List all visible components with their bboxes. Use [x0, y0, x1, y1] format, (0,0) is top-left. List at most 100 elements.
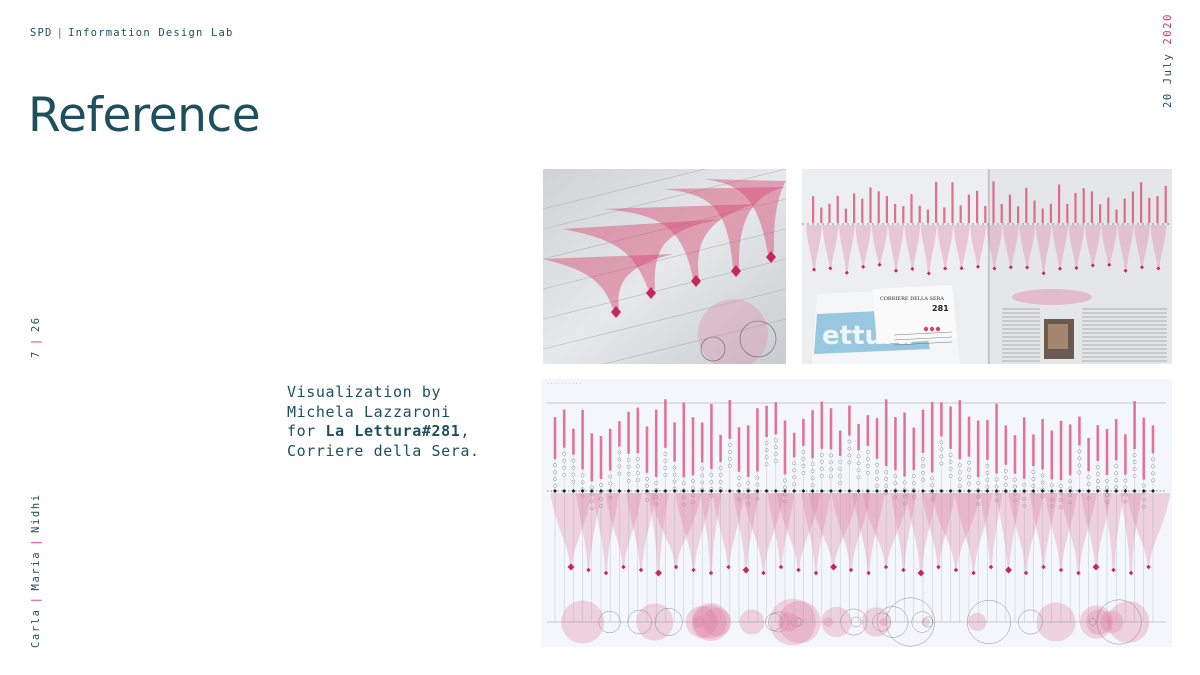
viz-flow — [954, 493, 993, 573]
viz-dot — [590, 485, 594, 490]
viz-dot — [921, 477, 925, 482]
viz-axis-marker — [571, 489, 576, 493]
viz-diamond — [959, 266, 964, 271]
viz-bar — [967, 194, 970, 223]
viz-dot — [571, 479, 576, 484]
viz-dot — [948, 453, 953, 457]
viz-flow — [1019, 225, 1036, 268]
viz-dot — [921, 463, 925, 468]
viz-dot — [553, 470, 557, 474]
viz-dot — [571, 472, 576, 477]
viz-column-bar — [710, 404, 713, 469]
viz-dot — [700, 466, 704, 471]
viz-dot — [801, 464, 806, 468]
viz-dot — [948, 460, 953, 464]
viz-dot — [1123, 478, 1128, 483]
viz-flow — [1117, 225, 1134, 271]
viz-dot — [663, 473, 668, 477]
viz-dot — [1096, 479, 1100, 483]
viz-dot — [1022, 482, 1027, 487]
viz-dot — [847, 439, 852, 444]
viz-dot — [727, 464, 732, 468]
viz-dot — [847, 446, 852, 451]
viz-diamond — [1156, 266, 1161, 271]
viz-dot — [1096, 472, 1100, 476]
viz-dot — [967, 474, 971, 479]
caption-prefix: for — [287, 422, 326, 440]
viz-dot — [865, 450, 870, 454]
viz-diamond — [813, 570, 819, 576]
viz-diamond — [992, 266, 997, 271]
viz-dot — [957, 484, 962, 489]
viz-diamond — [586, 567, 591, 573]
page-number: 7 | 26 — [30, 316, 42, 358]
viz-dot — [875, 462, 879, 467]
viz-dot — [939, 461, 944, 466]
viz-dot — [967, 467, 971, 472]
viz-dot — [571, 465, 576, 470]
viz-column-bar — [958, 400, 962, 460]
viz-dot — [1040, 480, 1045, 485]
viz-dot — [1031, 470, 1036, 474]
reference-photo-closeup: · · · · · — [543, 169, 786, 364]
viz-bar — [1033, 200, 1036, 223]
viz-bar — [820, 207, 823, 223]
viz-bar — [1115, 209, 1118, 223]
viz-dot — [580, 473, 585, 478]
viz-dot — [939, 454, 944, 459]
viz-column-bar — [866, 415, 870, 446]
viz-column-bar — [572, 428, 575, 455]
viz-bar — [1107, 197, 1110, 223]
viz-flow — [838, 225, 855, 273]
viz-dot — [967, 481, 971, 486]
viz-dot — [681, 481, 686, 486]
viz-bar — [869, 187, 872, 223]
viz-dot — [1049, 483, 1054, 488]
viz-flow — [1134, 225, 1150, 268]
viz-dot — [829, 453, 833, 458]
viz-dot — [875, 483, 879, 488]
viz-dot — [838, 460, 843, 464]
viz-flow — [905, 493, 937, 573]
viz-dot — [1114, 464, 1119, 469]
viz-column-bar — [664, 399, 667, 448]
viz-bar — [877, 191, 880, 223]
viz-flow — [675, 493, 712, 570]
viz-dot — [737, 483, 741, 487]
viz-diamond — [988, 564, 994, 570]
viz-column-bar — [673, 422, 676, 462]
viz-diamond — [812, 267, 816, 272]
viz-dot — [884, 484, 889, 488]
viz-dot — [636, 471, 640, 476]
viz-column-bar — [691, 417, 695, 476]
viz-axis-marker — [967, 489, 971, 493]
viz-dot — [645, 484, 649, 488]
viz-flow — [986, 225, 1003, 269]
viz-axis-marker — [691, 489, 695, 493]
viz-column-bar — [894, 417, 897, 471]
viz-header-text: · · · · · · · · · · — [547, 381, 582, 385]
viz-flow — [937, 225, 954, 269]
viz-column-bar — [884, 399, 888, 467]
viz-diamond — [917, 569, 925, 577]
viz-dot — [939, 440, 944, 445]
viz-dot — [801, 450, 806, 454]
viz-diamond — [844, 270, 849, 275]
viz-dot — [626, 478, 631, 483]
viz-axis-marker — [1141, 489, 1146, 493]
viz-axis-marker — [617, 489, 622, 493]
viz-dot — [957, 463, 962, 468]
viz-column-bar — [1059, 420, 1063, 481]
viz-dot — [553, 463, 557, 467]
viz-axis-marker — [985, 489, 990, 493]
viz-column-bar — [645, 426, 649, 473]
viz-dot — [783, 478, 787, 483]
viz-column-bar — [820, 401, 824, 449]
viz-dot — [626, 457, 631, 462]
viz-column-bar — [1142, 417, 1146, 480]
viz-diamond — [1076, 570, 1081, 576]
date-day-month: 20 July — [1162, 52, 1174, 108]
viz-column-bar — [783, 420, 787, 475]
viz-bar — [1025, 187, 1028, 223]
viz-diamond — [1008, 265, 1013, 270]
